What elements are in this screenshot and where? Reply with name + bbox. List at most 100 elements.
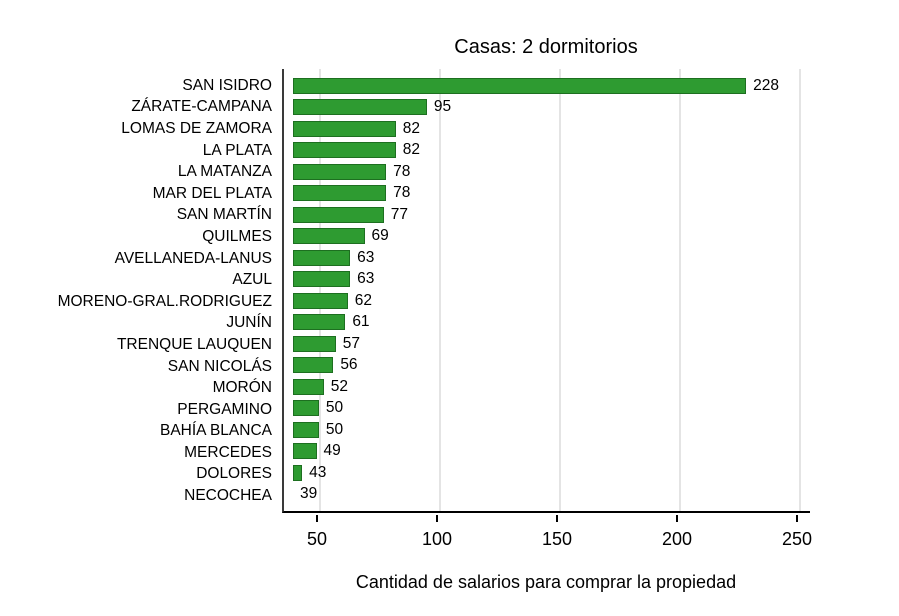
x-tickmark-150 (556, 515, 558, 522)
bar-row: 43 (284, 462, 810, 484)
bar-row: 63 (284, 247, 810, 269)
category-label: LA MATANZA (177, 163, 272, 181)
bar-row: 56 (284, 355, 810, 377)
category-label: NECOCHEA (184, 487, 272, 505)
chart-title: Casas: 2 dormitorios (454, 36, 638, 58)
bar-row: 61 (284, 312, 810, 334)
bar-value-label: 61 (352, 313, 370, 331)
category-label: QUILMES (202, 227, 272, 245)
gridline-200 (679, 69, 681, 511)
category-label: SAN ISIDRO (182, 76, 272, 94)
x-ticklabel-250: 250 (781, 529, 813, 549)
bar-row: 62 (284, 290, 810, 312)
bar-row: 69 (284, 226, 810, 248)
category-label: BAHÍA BLANCA (160, 422, 272, 440)
bar-value-label: 69 (371, 227, 389, 245)
bar-value-label: 52 (330, 377, 348, 395)
bar-value-label: 43 (309, 463, 327, 481)
bar (293, 142, 396, 159)
bar (293, 77, 747, 94)
bar-row: 82 (284, 140, 810, 162)
bar-value-label: 63 (357, 270, 375, 288)
bar-value-label: 78 (393, 184, 411, 202)
category-label: MORENO-GRAL.RODRIGUEZ (57, 292, 272, 310)
bar-row: 78 (284, 161, 810, 183)
bar-value-label: 62 (354, 291, 372, 309)
bar-value-label: 50 (325, 399, 344, 417)
category-label: MORÓN (212, 379, 272, 397)
bar-row: 50 (284, 419, 810, 441)
bar-row: 52 (284, 376, 810, 398)
category-label: TRENQUE LAUQUEN (116, 335, 272, 353)
gridline-250 (799, 69, 801, 511)
bar-value-label: 57 (342, 334, 360, 352)
bar (293, 120, 396, 137)
bar-value-label: 82 (402, 141, 420, 159)
bar-value-label: 228 (753, 76, 779, 94)
bar (293, 99, 427, 116)
bar-row: 39 (284, 484, 810, 506)
bar (293, 443, 317, 460)
category-label: JUNÍN (226, 314, 272, 332)
bar (293, 421, 319, 438)
bar-value-label: 78 (393, 162, 411, 180)
bar (293, 249, 351, 266)
bar-value-label: 56 (340, 356, 358, 374)
category-label: MAR DEL PLATA (152, 184, 272, 202)
bar-row: 95 (284, 97, 810, 119)
bar-row: 57 (284, 333, 810, 355)
bar-row: 49 (284, 441, 810, 463)
x-tickmark-100 (436, 515, 438, 522)
bar (293, 314, 346, 331)
bar (293, 163, 387, 180)
category-label: AVELLANEDA-LANUS (114, 249, 272, 267)
bar-row: 50 (284, 398, 810, 420)
x-tickmark-50 (316, 515, 318, 522)
x-ticklabel-150: 150 (541, 529, 573, 549)
category-label: DOLORES (196, 465, 272, 483)
x-tickmark-250 (796, 515, 798, 522)
bar (293, 271, 351, 288)
bar-row: 63 (284, 269, 810, 291)
category-label: ZÁRATE-CAMPANA (131, 98, 272, 116)
bar-value-label: 77 (390, 205, 408, 223)
bar (293, 464, 303, 481)
gridline-100 (439, 69, 441, 511)
bar (293, 400, 319, 417)
bar-value-label: 50 (325, 420, 344, 438)
bar-row: 77 (284, 204, 810, 226)
x-axis-ticks: 50 100 150 200 250 (282, 515, 813, 560)
bar-row: 228 (284, 75, 810, 97)
bar (293, 185, 387, 202)
category-label: MERCEDES (184, 443, 272, 461)
category-label: PERGAMINO (177, 400, 272, 418)
gridline-50 (319, 69, 321, 511)
bar-row: 82 (284, 118, 810, 140)
bar-rows: 228 95 82 82 78 78 77 69 63 63 62 61 57 56 52 50 50 49 43 3… (284, 69, 810, 511)
category-label: AZUL (232, 271, 272, 289)
x-tickmark-200 (676, 515, 678, 522)
bar (293, 357, 334, 374)
y-axis-category-labels: SAN ISIDRO ZÁRATE-CAMPANA LOMAS DE ZAMORA L… (0, 69, 278, 513)
category-label: SAN MARTÍN (176, 206, 272, 224)
bar-row: 78 (284, 183, 810, 205)
x-axis-label: Cantidad de salarios para comprar la pro… (355, 572, 737, 592)
gridline-150 (559, 69, 561, 511)
x-ticklabel-50: 50 (306, 529, 328, 549)
bar-value-label: 39 (300, 485, 318, 503)
bar-value-label: 82 (402, 119, 420, 137)
bar (293, 292, 348, 309)
x-ticklabel-200: 200 (661, 529, 693, 549)
bar (293, 378, 324, 395)
bar-value-label: 95 (433, 98, 452, 116)
bar (293, 335, 336, 352)
bar-value-label: 63 (357, 248, 375, 266)
bar (293, 206, 384, 223)
bar-value-label: 49 (323, 442, 341, 460)
category-label: LOMAS DE ZAMORA (121, 119, 272, 137)
category-label: LA PLATA (202, 141, 272, 159)
plot-area: 228 95 82 82 78 78 77 69 63 63 62 61 57 56 52 50 50 49 43 3… (282, 69, 810, 513)
category-label: SAN NICOLÁS (167, 357, 272, 375)
x-ticklabel-100: 100 (421, 529, 453, 549)
